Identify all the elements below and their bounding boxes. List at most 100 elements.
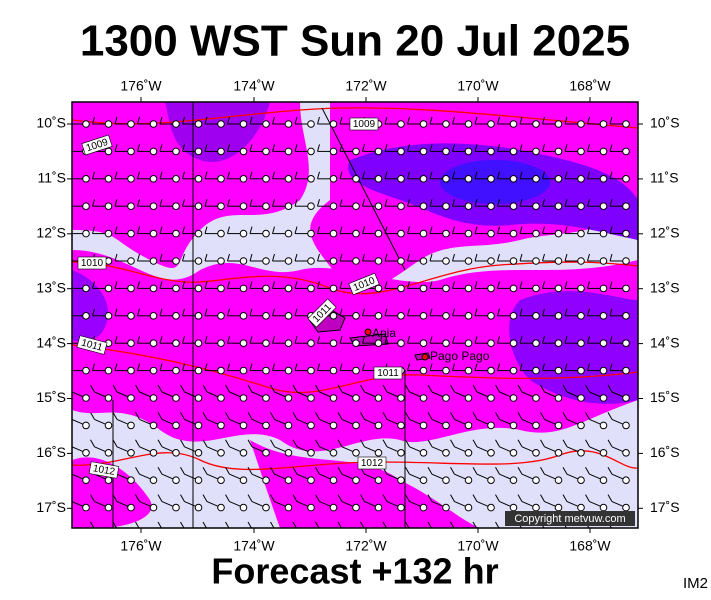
barb-station — [284, 257, 293, 265]
barb-station — [307, 339, 315, 348]
barb-station — [577, 147, 585, 156]
barb-station — [622, 257, 630, 265]
barb-feather — [180, 412, 185, 420]
barb-feather — [339, 199, 343, 207]
barb-station — [577, 366, 585, 375]
barb-station — [262, 312, 270, 320]
lat-label: 10˚S — [36, 115, 66, 131]
barb-feather — [182, 199, 185, 207]
barb-feather — [497, 336, 500, 344]
barb-station — [397, 257, 405, 265]
barb-station — [442, 476, 450, 485]
barb-station — [532, 202, 540, 210]
barb-feather — [564, 363, 568, 371]
barb-staff — [500, 529, 514, 535]
barb-station — [127, 120, 135, 128]
place-label: Pago Pago — [430, 349, 490, 363]
barb-feather — [384, 199, 388, 207]
barb-feather — [429, 336, 433, 344]
barb-feather — [362, 226, 365, 234]
barb-station — [442, 394, 450, 402]
barb-station — [442, 202, 450, 210]
barb-station — [533, 532, 540, 539]
barb-feather — [362, 363, 365, 371]
barb-feather — [182, 253, 185, 262]
barb-feather — [472, 412, 478, 420]
barb-feather — [317, 144, 320, 152]
barb-feather — [519, 144, 523, 152]
barb-station — [82, 394, 90, 402]
barb-feather — [407, 144, 410, 152]
barb-station — [397, 202, 405, 210]
barb-station — [262, 449, 270, 457]
barb-station — [194, 394, 203, 402]
barb-feather — [405, 466, 410, 475]
barb-feather — [157, 494, 163, 502]
barb-station — [194, 147, 203, 156]
barb-feather — [112, 494, 118, 502]
barb-staff — [297, 529, 311, 535]
barb-feather — [294, 226, 298, 234]
barb-station — [218, 532, 225, 539]
barb-station — [172, 229, 180, 238]
barb-feather — [362, 199, 365, 207]
barb-feather — [542, 116, 545, 125]
barb-feather — [315, 494, 320, 502]
barb-station — [622, 421, 630, 430]
barb-station — [509, 120, 518, 128]
barb-feather — [90, 384, 95, 393]
barb-feather — [339, 308, 343, 316]
barb-station — [307, 449, 315, 457]
barb-station — [149, 147, 158, 156]
barb-station — [329, 202, 338, 210]
barb-station — [509, 257, 518, 265]
lat-label: 12˚S — [650, 225, 680, 241]
barb-staff — [162, 529, 176, 535]
barb-station — [262, 229, 270, 238]
barb-feather — [452, 171, 455, 179]
barb-station — [127, 202, 135, 210]
barb-station — [622, 202, 630, 210]
barb-feather — [227, 144, 230, 152]
barb-station — [149, 476, 158, 485]
barb-station — [442, 120, 450, 128]
barb-station — [398, 532, 405, 539]
barb-feather — [609, 226, 613, 234]
barb-station — [487, 503, 495, 512]
barb-station — [532, 476, 540, 485]
lat-label: 17˚S — [36, 499, 66, 515]
isobar-label: 1009 — [353, 119, 376, 130]
barb-station — [464, 257, 473, 265]
isobar-tag: 1010 — [77, 256, 107, 270]
barb-feather — [294, 253, 298, 262]
barb-feather — [542, 363, 545, 371]
barb-station — [464, 476, 473, 485]
barb-feather — [407, 171, 410, 179]
barb-feather — [204, 281, 208, 289]
barb-feather — [384, 226, 388, 234]
barb-feather — [519, 116, 523, 125]
barb-station — [464, 503, 473, 512]
barb-station — [554, 421, 563, 430]
barb-feather — [249, 336, 253, 344]
isobar-box — [373, 366, 403, 380]
lat-label: 10˚S — [650, 115, 680, 131]
barb-station — [374, 449, 383, 457]
barb-station — [622, 366, 630, 375]
barb-station — [374, 257, 383, 265]
shade — [72, 270, 109, 342]
barb-feather — [294, 116, 298, 125]
barb-station — [352, 257, 360, 265]
barb-station — [577, 284, 585, 293]
barb-station — [577, 421, 585, 430]
barb-station — [329, 312, 338, 320]
barb-station — [509, 229, 518, 238]
barb-staff — [410, 529, 424, 535]
barb-staff — [612, 529, 626, 535]
barb-station — [487, 175, 495, 183]
barb-station — [554, 202, 563, 210]
barb-feather — [159, 199, 163, 207]
barb-feather — [609, 171, 613, 179]
barb-feather — [495, 466, 500, 475]
map-frame — [71, 101, 639, 529]
